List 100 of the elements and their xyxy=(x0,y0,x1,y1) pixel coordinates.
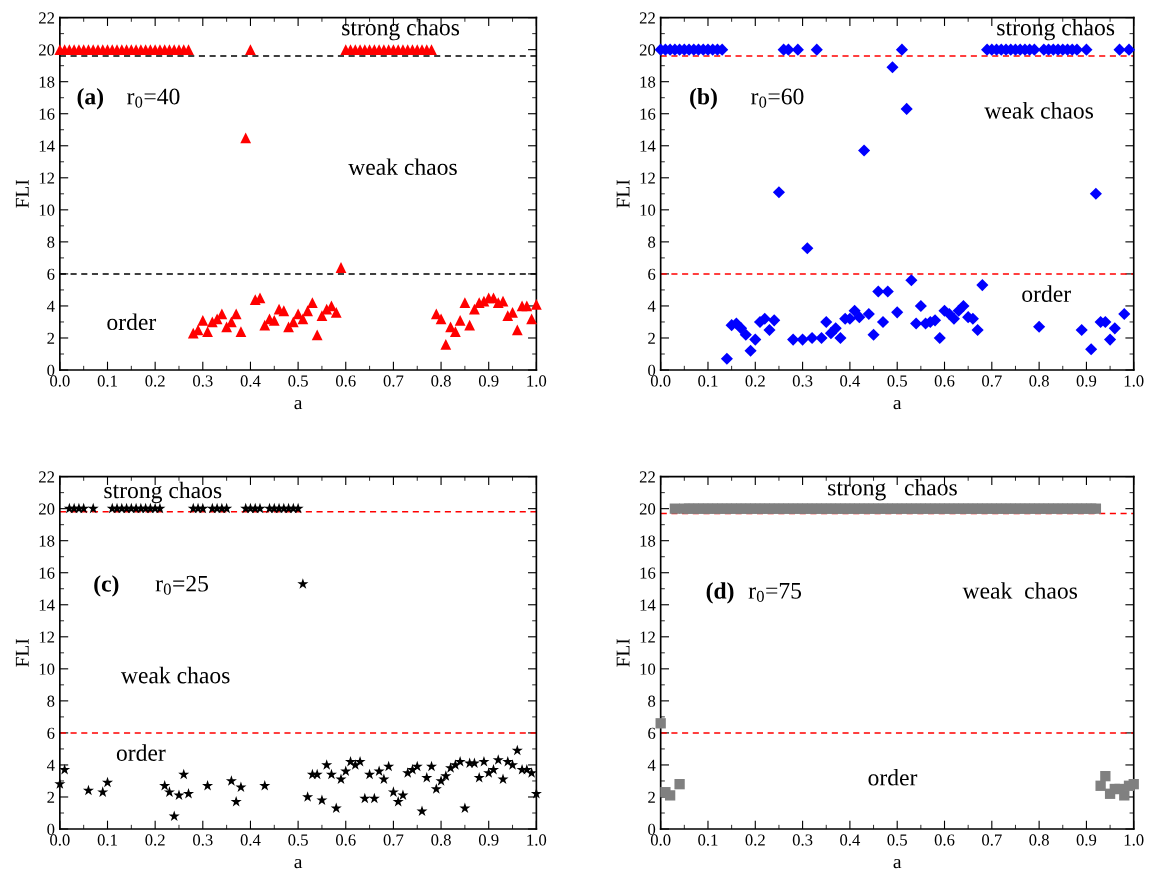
x-tick-label: 0.5 xyxy=(288,375,308,387)
x-tick-label: 0.6 xyxy=(934,375,955,387)
y-tick-label: 0 xyxy=(648,823,656,835)
annotation: strong chaos xyxy=(828,478,957,501)
y-tick-label: 18 xyxy=(640,535,656,547)
y-axis-title: FLI xyxy=(616,638,630,667)
y-tick-label: 10 xyxy=(640,663,656,675)
y-tick-label: 16 xyxy=(39,108,55,120)
x-tick-label: 0.8 xyxy=(431,834,451,846)
y-tick-label: 20 xyxy=(639,503,656,515)
x-tick-label: 1.0 xyxy=(1124,375,1144,387)
y-tick-label: 2 xyxy=(648,332,655,344)
x-tick-label: 0.2 xyxy=(145,375,165,387)
y-tick-label: 14 xyxy=(640,599,656,611)
y-tick-label: 0 xyxy=(47,823,55,835)
x-tick-label: 0.0 xyxy=(50,375,70,387)
x-tick-label: 0.8 xyxy=(1029,375,1049,387)
x-tick-label: 0.9 xyxy=(478,834,499,846)
x-tick-label: 0.0 xyxy=(650,834,671,846)
x-tick-label: 0.7 xyxy=(383,834,404,846)
x-axis-title: a xyxy=(893,858,902,869)
x-axis-title: a xyxy=(294,858,303,869)
x-tick-label: 0.3 xyxy=(792,834,813,846)
x-tick-label: 0.5 xyxy=(887,375,907,387)
y-tick-label: 8 xyxy=(648,236,656,248)
x-tick-label: 0.6 xyxy=(335,375,356,387)
annotation: r$_{0}$=40 xyxy=(127,88,180,108)
y-tick-label: 6 xyxy=(648,727,656,739)
y-tick-label: 16 xyxy=(640,567,656,579)
y-tick-label: 14 xyxy=(39,599,55,611)
y-tick-label: 8 xyxy=(47,695,55,707)
annotation: (d) xyxy=(706,582,734,604)
y-tick-label: 14 xyxy=(39,140,55,152)
x-tick-label: 1.0 xyxy=(527,375,547,387)
y-tick-label: 12 xyxy=(39,172,55,184)
y-axis-title: FLI xyxy=(15,638,29,667)
x-tick-label: 0.8 xyxy=(1029,834,1049,846)
x-tick-label: 0.4 xyxy=(840,834,861,846)
y-tick-label: 12 xyxy=(39,631,55,643)
y-tick-label: 16 xyxy=(39,567,55,579)
y-tick-label: 16 xyxy=(640,108,656,120)
x-axis-title: a xyxy=(893,399,902,410)
annotation: (b) xyxy=(690,87,717,110)
x-tick-label: 0.1 xyxy=(97,834,117,846)
annotation: r$_{0}$=60 xyxy=(751,88,804,108)
x-tick-label: 0.1 xyxy=(698,375,718,387)
annotation: weak chaos xyxy=(962,582,1078,599)
x-tick-label: 0.7 xyxy=(383,375,404,387)
x-tick-label: 0.4 xyxy=(240,834,261,846)
annotation: order xyxy=(1022,285,1071,302)
annotation: weak chaos xyxy=(348,158,457,176)
x-tick-label: 0.2 xyxy=(745,375,765,387)
y-tick-label: 6 xyxy=(47,268,55,280)
y-tick-label: 22 xyxy=(639,471,655,483)
x-tick-label: 0.9 xyxy=(478,375,499,387)
x-tick-label: 0.3 xyxy=(193,375,213,387)
annotation: weak chaos xyxy=(984,102,1093,119)
x-tick-label: 0.6 xyxy=(934,834,955,846)
y-tick-label: 4 xyxy=(46,759,55,771)
x-tick-label: 0.3 xyxy=(193,834,213,846)
x-tick-label: 0.0 xyxy=(650,375,671,387)
y-tick-label: 10 xyxy=(640,204,656,216)
annotation: order xyxy=(116,744,166,761)
y-tick-label: 0 xyxy=(648,364,656,376)
y-tick-label: 20 xyxy=(639,44,656,56)
y-tick-label: 8 xyxy=(648,695,656,707)
y-tick-label: 2 xyxy=(47,332,55,344)
x-tick-label: 0.4 xyxy=(840,375,861,387)
x-tick-label: 0.7 xyxy=(982,375,1002,387)
x-tick-label: 0.7 xyxy=(982,834,1002,846)
y-tick-label: 22 xyxy=(639,12,655,24)
y-tick-label: 22 xyxy=(39,471,55,483)
annotation: strong chaos xyxy=(104,481,222,504)
annotation: weak chaos xyxy=(120,666,230,684)
y-tick-label: 18 xyxy=(39,535,55,547)
x-tick-label: 0.8 xyxy=(431,375,451,387)
x-tick-label: 0.9 xyxy=(1076,375,1097,387)
y-tick-label: 12 xyxy=(640,631,655,643)
y-tick-label: 6 xyxy=(648,268,656,280)
annotation: r$_{0}$=75 xyxy=(748,583,802,602)
x-tick-label: 0.2 xyxy=(145,834,165,846)
y-tick-label: 12 xyxy=(640,172,655,184)
x-tick-label: 0.1 xyxy=(97,375,117,387)
x-tick-label: 0.3 xyxy=(792,375,813,387)
y-tick-label: 6 xyxy=(47,727,55,739)
x-tick-label: 1.0 xyxy=(527,834,547,846)
x-tick-label: 0.1 xyxy=(698,834,718,846)
y-tick-label: 4 xyxy=(647,300,656,312)
annotation: strong chaos xyxy=(342,18,460,41)
x-axis-title: a xyxy=(294,399,303,410)
x-tick-label: 0.4 xyxy=(240,375,261,387)
y-tick-label: 4 xyxy=(647,759,656,771)
y-tick-label: 20 xyxy=(39,503,55,515)
x-tick-label: 0.0 xyxy=(50,834,70,846)
annotation: (a) xyxy=(77,87,104,110)
y-tick-label: 4 xyxy=(46,300,55,312)
x-tick-label: 0.6 xyxy=(335,834,356,846)
y-tick-label: 8 xyxy=(47,236,55,248)
y-tick-label: 2 xyxy=(648,791,655,803)
y-tick-label: 2 xyxy=(47,791,55,803)
